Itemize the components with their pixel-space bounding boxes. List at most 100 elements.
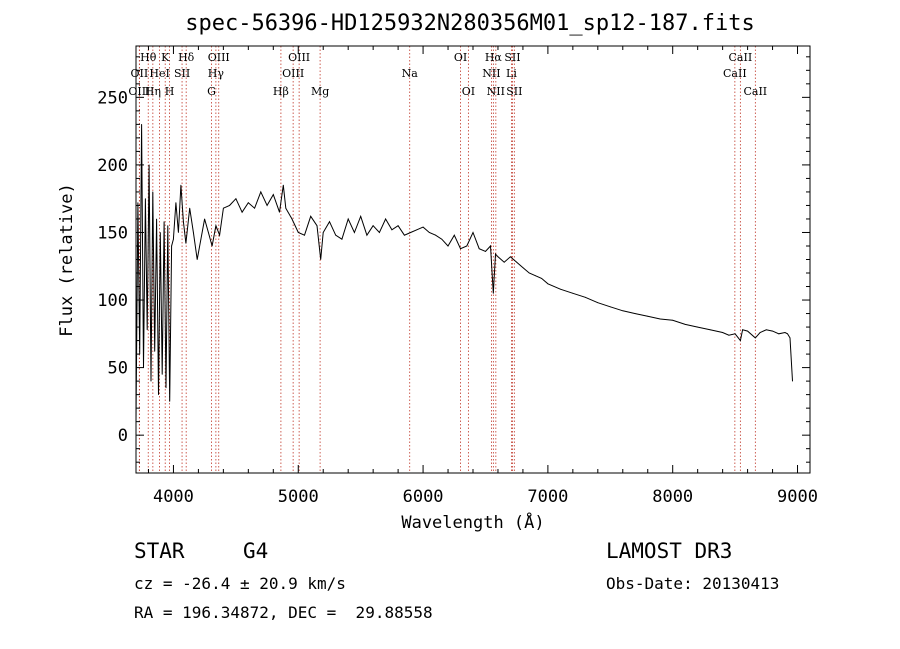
data-point-20 bbox=[173, 238, 174, 240]
data-point-60 bbox=[366, 234, 368, 236]
data-point-57 bbox=[347, 218, 349, 220]
data-point-68 bbox=[416, 229, 418, 231]
data-point-23 bbox=[180, 184, 182, 186]
data-point-88 bbox=[528, 272, 530, 274]
data-point-81 bbox=[492, 292, 494, 294]
data-point-6 bbox=[146, 329, 148, 331]
data-point-50 bbox=[310, 215, 312, 217]
object-class: STAR bbox=[134, 539, 185, 563]
line-label-11: G bbox=[207, 85, 216, 98]
data-point-87 bbox=[522, 267, 524, 268]
data-point-73 bbox=[447, 245, 449, 247]
data-point-17 bbox=[167, 225, 169, 227]
line-label-2: OIII bbox=[128, 85, 150, 98]
data-point-25 bbox=[185, 242, 187, 244]
line-label-9: OIII bbox=[208, 51, 230, 64]
data-point-86 bbox=[516, 261, 518, 263]
data-point-109 bbox=[742, 329, 743, 331]
data-point-119 bbox=[792, 380, 793, 382]
data-point-118 bbox=[789, 337, 791, 339]
data-point-96 bbox=[609, 306, 611, 308]
data-point-29 bbox=[200, 238, 202, 240]
data-point-33 bbox=[215, 225, 217, 227]
data-point-111 bbox=[754, 337, 756, 339]
x-tick-label-8000: 8000 bbox=[652, 487, 693, 507]
data-point-83 bbox=[497, 256, 499, 258]
survey-name: LAMOST DR3 bbox=[606, 539, 733, 563]
data-point-108 bbox=[740, 340, 741, 341]
x-tick-label-6000: 6000 bbox=[403, 487, 444, 507]
data-point-67 bbox=[410, 232, 411, 233]
data-point-36 bbox=[229, 205, 231, 206]
data-point-80 bbox=[490, 245, 491, 247]
line-label-26: CaII bbox=[723, 67, 747, 80]
data-point-102 bbox=[684, 324, 686, 325]
y-tick-label-100: 100 bbox=[97, 291, 128, 311]
data-point-66 bbox=[404, 234, 405, 236]
data-point-10 bbox=[154, 351, 156, 352]
data-point-22 bbox=[178, 232, 179, 233]
data-point-24 bbox=[183, 221, 184, 223]
line-label-3: HeI bbox=[149, 67, 169, 80]
x-axis-label: Wavelength (Å) bbox=[401, 511, 544, 533]
data-point-112 bbox=[759, 332, 761, 333]
data-point-61 bbox=[372, 225, 374, 227]
y-tick-label-250: 250 bbox=[97, 88, 128, 108]
series-line-0 bbox=[135, 124, 793, 422]
line-label-10: Hγ bbox=[208, 67, 225, 80]
data-point-69 bbox=[422, 226, 424, 228]
line-label-22: SII bbox=[504, 51, 520, 64]
data-point-16 bbox=[165, 387, 167, 389]
data-point-79 bbox=[485, 251, 486, 252]
data-point-58 bbox=[354, 232, 355, 233]
data-point-115 bbox=[778, 333, 780, 335]
y-tick-label-0: 0 bbox=[118, 426, 128, 446]
data-point-82 bbox=[495, 253, 496, 255]
data-point-107 bbox=[734, 333, 736, 335]
y-tick-label-200: 200 bbox=[97, 156, 128, 176]
data-point-75 bbox=[460, 248, 461, 250]
data-point-40 bbox=[254, 207, 256, 209]
data-point-37 bbox=[235, 198, 237, 200]
data-point-49 bbox=[304, 234, 305, 236]
line-label-20: NII bbox=[482, 67, 500, 80]
line-label-13: OIII bbox=[288, 51, 310, 64]
line-label-7: H bbox=[165, 85, 175, 98]
data-point-85 bbox=[510, 256, 511, 258]
chart-title: spec-56396-HD125932N280356M01_sp12-187.f… bbox=[185, 11, 755, 36]
data-point-27 bbox=[193, 232, 194, 233]
data-point-76 bbox=[466, 245, 468, 247]
data-point-28 bbox=[196, 259, 198, 260]
data-point-35 bbox=[223, 207, 224, 209]
data-point-56 bbox=[341, 238, 343, 240]
data-point-8 bbox=[150, 380, 152, 382]
data-point-92 bbox=[560, 288, 561, 290]
data-point-97 bbox=[622, 310, 624, 312]
data-point-90 bbox=[541, 278, 542, 279]
x-tick-label-9000: 9000 bbox=[777, 487, 818, 507]
line-label-14: OIII bbox=[282, 67, 304, 80]
data-point-93 bbox=[572, 292, 574, 294]
data-point-30 bbox=[204, 218, 206, 220]
data-point-5 bbox=[145, 198, 146, 200]
line-label-24: SII bbox=[506, 85, 522, 98]
x-tick-label-5000: 5000 bbox=[278, 487, 319, 507]
line-label-19: Hα bbox=[485, 51, 503, 64]
data-point-74 bbox=[453, 234, 455, 236]
data-point-26 bbox=[189, 207, 191, 209]
axis-ticks: 4000 5000 6000 7000 8000 9000 0 50 100 150 200 250 bbox=[97, 46, 818, 507]
data-point-9 bbox=[152, 191, 154, 193]
data-point-117 bbox=[787, 333, 788, 335]
data-point-54 bbox=[329, 221, 330, 223]
spectrum-plot bbox=[135, 124, 793, 423]
spectral-line-markers bbox=[138, 46, 756, 473]
data-point-65 bbox=[397, 225, 399, 227]
x-tick-label-4000: 4000 bbox=[153, 487, 194, 507]
data-point-52 bbox=[320, 259, 322, 260]
y-tick-label-150: 150 bbox=[97, 223, 128, 243]
data-point-110 bbox=[747, 330, 748, 332]
line-label-25: CaII bbox=[729, 51, 753, 64]
data-point-45 bbox=[282, 184, 284, 186]
line-label-27: CaII bbox=[743, 85, 767, 98]
data-point-42 bbox=[266, 205, 268, 206]
